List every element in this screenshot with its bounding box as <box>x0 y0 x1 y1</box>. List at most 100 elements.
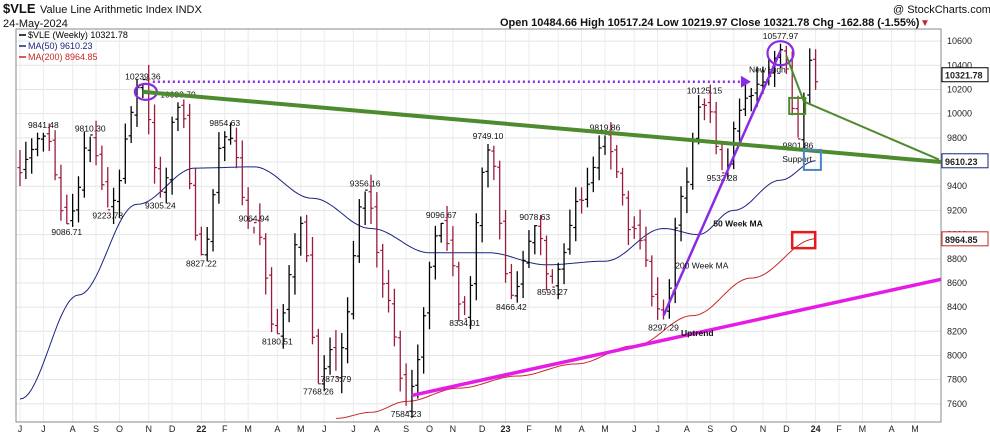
ohlc-bar <box>87 134 93 163</box>
y-tick-label: 9800 <box>947 133 967 143</box>
legend-price: $VLE (Weekly) 10321.78 <box>28 30 128 40</box>
ohlc-bar <box>122 123 128 184</box>
x-tick-label: M <box>859 424 867 434</box>
x-tick-label: F <box>526 424 532 434</box>
ohlc-bar <box>427 261 432 330</box>
y-tick-label: 8600 <box>947 278 967 288</box>
last-price-tag <box>941 67 989 83</box>
ohlc-bar <box>701 98 707 121</box>
price-label: 9305.24 <box>145 201 176 211</box>
ohlc-bar <box>590 156 596 193</box>
price-label: 9223.78 <box>92 211 123 221</box>
ma200-value-tag-text: 8964.85 <box>945 235 978 245</box>
price-labels: 9841.48 9086.71 9810.30 9223.78 10239.36 9305… <box>28 31 814 419</box>
ohlc-bar <box>292 233 298 295</box>
ohlc-bar <box>315 328 321 385</box>
red-box <box>790 230 817 250</box>
ohlc-bar <box>204 227 210 262</box>
ma50-annotation: 50 Week MA <box>713 219 762 229</box>
support-label: Support <box>782 154 812 164</box>
ohlc-bar <box>584 167 590 208</box>
ohlc-bar <box>380 243 386 298</box>
x-tick-label: S <box>707 424 713 434</box>
y-tick-label: 10200 <box>947 84 972 94</box>
ohlc-bar <box>514 271 520 303</box>
ohlc-bar <box>298 216 304 256</box>
x-tick-label: A <box>70 424 76 434</box>
uptrend-label: Uptrend <box>681 328 714 338</box>
price-label: 9841.48 <box>28 120 59 130</box>
x-tick-label: A <box>684 424 690 434</box>
price-label: 9819.86 <box>590 122 621 132</box>
x-tick-label: J <box>322 424 327 434</box>
new-high-arrowhead <box>740 75 751 88</box>
ohlc-bar <box>391 288 397 347</box>
price-label: 7584.23 <box>391 409 422 419</box>
ohlc-bar <box>46 123 52 152</box>
y-tick-label: 10400 <box>947 60 972 70</box>
ohlc-bar <box>58 164 64 221</box>
ohlc-bar <box>105 167 111 211</box>
ma200-value-tag <box>941 231 989 247</box>
ohlc-bar <box>116 169 122 218</box>
x-tick-label: D <box>479 424 486 434</box>
last-price-tag-text: 10321.78 <box>945 71 983 81</box>
chart-date: 24-May-2024 <box>3 18 68 30</box>
ohlc-bar <box>193 168 198 241</box>
price-label: 7873.79 <box>321 374 352 384</box>
magenta-uptrend-line <box>411 277 942 398</box>
ohlc-bar <box>23 141 29 179</box>
ohlc-bar <box>140 78 146 99</box>
ohlc-bar <box>233 127 239 169</box>
x-tick-label: J <box>632 424 637 434</box>
new-high-label: New High <box>749 65 786 75</box>
ohlc-bar <box>807 48 813 105</box>
ohlc-bar <box>655 277 661 320</box>
legend: $VLE (Weekly) 10321.78 MA(50) 9610.23 MA… <box>19 30 128 62</box>
ohlc-bar <box>625 190 631 246</box>
y-tick-label: 9200 <box>947 205 967 215</box>
x-tick-label: J <box>41 424 46 434</box>
ohlc-bar <box>280 304 286 349</box>
y-tick-label: 8400 <box>947 302 967 312</box>
ohlc-bar <box>181 99 187 129</box>
green-box <box>788 96 807 115</box>
ohlc-bar <box>274 308 280 335</box>
y-tick-label: 10000 <box>947 109 972 119</box>
ohlc-bar <box>684 167 690 214</box>
quote-down-arrow: ▼ <box>920 18 930 29</box>
x-tick-label: S <box>93 424 99 434</box>
ohlc-bar <box>555 262 561 300</box>
ohlc-bar <box>719 144 725 174</box>
ohlc-bar <box>350 240 356 320</box>
ohlc-bar <box>403 363 409 413</box>
plot-frame <box>15 28 942 423</box>
ohlc-bar <box>742 83 748 117</box>
price-label: 9854.63 <box>209 118 240 128</box>
ohlc-bar <box>64 194 70 225</box>
ohlc-bar <box>438 222 444 243</box>
ma200-annotation: 200 Week MA <box>675 260 729 270</box>
x-tick-label: A <box>889 424 895 434</box>
x-tick-label: J <box>351 424 356 434</box>
ohlc-bar <box>169 116 175 195</box>
x-tick-label: J <box>18 424 23 434</box>
ohlc-bar <box>620 167 626 206</box>
ohlc-bar <box>473 213 479 301</box>
y-tick-label: 8800 <box>947 254 967 264</box>
ohlc-bar <box>216 132 222 204</box>
x-tick-label: J <box>655 424 660 434</box>
price-label: 8180.51 <box>262 337 293 347</box>
ohlc-bar <box>479 167 485 243</box>
legend-ma200: MA(200) 8964.85 <box>28 52 98 62</box>
annotations: New High Support 50 Week MA 200 Week MA Uptr… <box>133 40 989 398</box>
ohlc-bar <box>269 267 275 333</box>
ohlc-bar <box>245 187 251 229</box>
quote-line: Open 10484.66 High 10517.24 Low 10219.97… <box>500 17 920 29</box>
ohlc-bar <box>157 156 163 198</box>
ohlc-bar <box>81 131 87 198</box>
ohlc-bar <box>362 189 368 225</box>
price-label: 8297.29 <box>648 323 679 333</box>
ohlc-bar <box>467 276 473 330</box>
price-label: 9810.30 <box>75 124 106 134</box>
